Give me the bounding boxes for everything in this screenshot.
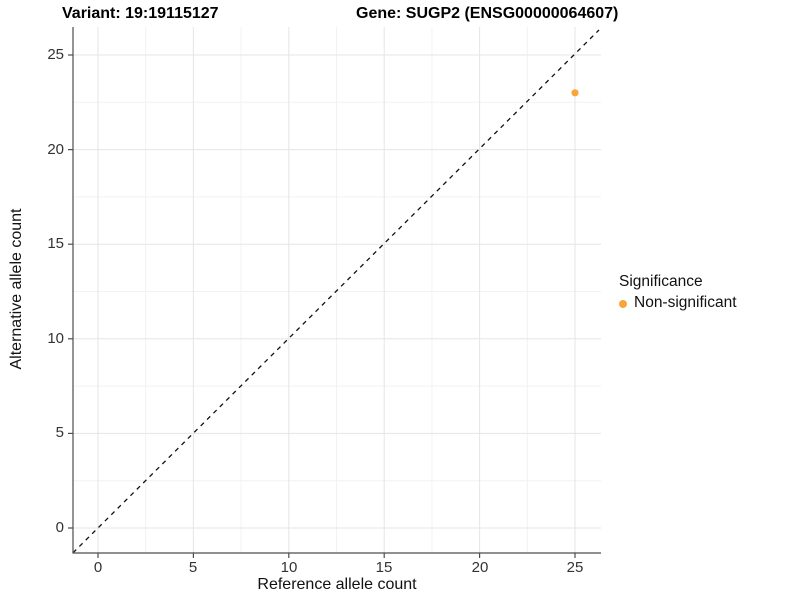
major-gridlines [73, 27, 601, 553]
gene-title: Gene: SUGP2 (ENSG00000064607) [356, 5, 619, 22]
data-point [571, 89, 579, 97]
x-tick-label-15: 15 [375, 559, 393, 576]
x-tick-label-5: 5 [188, 559, 198, 576]
legend-point-icon [619, 300, 627, 308]
x-tick-label-10: 10 [280, 559, 298, 576]
minor-gridlines [73, 27, 601, 553]
y-tick-marks [68, 54, 73, 529]
y-tick-label-15: 15 [47, 235, 64, 252]
variant-title: Variant: 19:19115127 [62, 5, 219, 22]
legend-title: Significance [619, 273, 703, 290]
y-tick-label-5: 5 [55, 424, 64, 441]
legend-item-label: Non-significant [634, 294, 737, 311]
y-tick-label-25: 25 [47, 46, 64, 63]
y-tick-label-20: 20 [47, 141, 64, 158]
identity-line [72, 29, 600, 554]
x-tick-label-0: 0 [93, 559, 103, 576]
y-axis-title: Alternative allele count [8, 208, 25, 370]
y-tick-label-10: 10 [47, 330, 64, 347]
x-axis-title: Reference allele count [257, 576, 417, 593]
x-tick-label-25: 25 [566, 559, 584, 576]
x-tick-marks [97, 553, 576, 558]
x-tick-label-20: 20 [471, 559, 489, 576]
y-tick-label-0: 0 [55, 519, 64, 536]
